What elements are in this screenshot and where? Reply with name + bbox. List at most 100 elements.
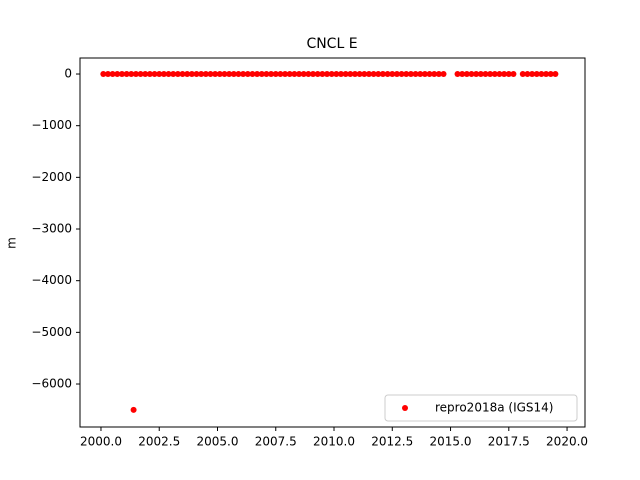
data-point	[319, 71, 326, 78]
y-tick-label: −6000	[31, 377, 72, 391]
y-tick-label: −3000	[31, 222, 72, 236]
data-point	[198, 71, 205, 78]
data-point	[398, 71, 405, 78]
x-tick-label: 2002.5	[138, 435, 180, 449]
data-point	[305, 71, 312, 78]
data-point	[156, 71, 163, 78]
data-point	[160, 71, 167, 78]
x-tick-label: 2007.5	[255, 435, 297, 449]
data-point	[240, 71, 247, 78]
data-point	[384, 71, 391, 78]
data-point	[393, 71, 400, 78]
data-point	[221, 71, 228, 78]
data-point	[547, 71, 554, 78]
x-tick-label: 2010.0	[313, 435, 355, 449]
data-point	[347, 71, 354, 78]
chart-title: CNCL E	[306, 36, 357, 52]
data-point	[375, 71, 382, 78]
data-point	[230, 71, 237, 78]
data-point	[491, 71, 498, 78]
legend-box	[384, 394, 578, 422]
data-point	[324, 71, 331, 78]
data-point	[272, 71, 279, 78]
data-point	[286, 71, 293, 78]
data-point	[552, 71, 559, 78]
x-tick-label: 2012.5	[371, 435, 413, 449]
data-point	[412, 71, 419, 78]
data-point	[184, 71, 191, 78]
data-point	[170, 71, 177, 78]
data-point	[370, 71, 377, 78]
data-point	[365, 71, 372, 78]
data-point	[468, 71, 475, 78]
data-point	[193, 71, 200, 78]
data-point	[174, 71, 181, 78]
data-point	[505, 71, 512, 78]
data-point	[477, 71, 484, 78]
data-point	[137, 71, 144, 78]
y-axis-label: m	[5, 237, 19, 249]
data-point	[109, 71, 116, 78]
data-point	[543, 71, 550, 78]
data-point	[338, 71, 345, 78]
data-point	[524, 71, 531, 78]
data-point	[114, 71, 121, 78]
data-point	[435, 71, 442, 78]
x-tick-label: 2000.0	[80, 435, 122, 449]
data-point	[426, 71, 433, 78]
data-point	[310, 71, 317, 78]
data-point	[417, 71, 424, 78]
data-point	[249, 71, 256, 78]
data-point	[407, 71, 414, 78]
data-point	[487, 71, 494, 78]
data-point	[421, 71, 428, 78]
data-point	[212, 71, 219, 78]
data-point	[128, 71, 135, 78]
data-point	[389, 71, 396, 78]
data-point	[202, 71, 209, 78]
data-point	[291, 71, 298, 78]
data-point	[379, 71, 386, 78]
data-point	[501, 71, 508, 78]
data-point	[529, 71, 536, 78]
data-point	[235, 71, 242, 78]
data-point	[258, 71, 265, 78]
data-point	[132, 71, 139, 78]
data-point	[482, 71, 489, 78]
legend-marker	[402, 405, 408, 411]
x-tick-label: 2017.5	[488, 435, 530, 449]
data-point	[300, 71, 307, 78]
data-point	[473, 71, 480, 78]
data-point	[104, 71, 111, 78]
data-point	[142, 71, 149, 78]
data-point	[282, 71, 289, 78]
data-point	[277, 71, 284, 78]
data-point	[403, 71, 410, 78]
data-point	[356, 71, 363, 78]
data-point	[519, 71, 526, 78]
data-point	[188, 71, 195, 78]
data-point	[263, 71, 270, 78]
data-point	[254, 71, 261, 78]
data-point	[463, 71, 470, 78]
data-point	[296, 71, 303, 78]
data-point	[179, 71, 186, 78]
data-point	[361, 71, 368, 78]
data-point	[165, 71, 172, 78]
x-tick-label: 2005.0	[196, 435, 238, 449]
data-point	[118, 71, 125, 78]
data-point	[533, 71, 540, 78]
x-tick-label: 2020.0	[546, 435, 588, 449]
data-point	[496, 71, 503, 78]
y-tick-label: −1000	[31, 118, 72, 132]
y-tick-label: −2000	[31, 170, 72, 184]
data-point	[440, 71, 447, 78]
data-point	[342, 71, 349, 78]
data-point	[100, 71, 107, 78]
data-point	[538, 71, 545, 78]
legend-label: repro2018a (IGS14)	[435, 401, 553, 415]
plot-frame	[79, 57, 586, 428]
data-point	[123, 71, 130, 78]
data-point	[510, 71, 517, 78]
